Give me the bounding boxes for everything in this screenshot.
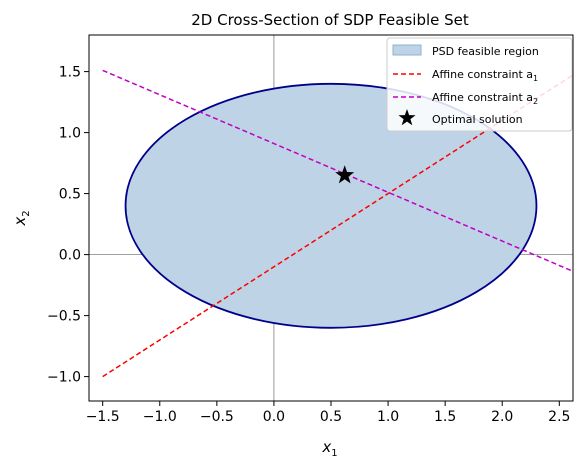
legend-box	[386, 37, 573, 132]
chart-title: 2D Cross-Section of SDP Feasible Set	[191, 11, 469, 29]
x-tick-label: −0.5	[200, 409, 234, 425]
y-tick-label: −1.0	[47, 370, 81, 386]
psd-feasible-region-fill	[125, 83, 537, 328]
x-tick-label: −1.5	[86, 409, 120, 425]
legend-label-optimal: Optimal solution	[432, 113, 523, 126]
x-tick-label: 1.5	[434, 409, 456, 425]
y-tick-label: 0.5	[59, 187, 81, 203]
legend-label-affine-a2: Affine constraint a2	[432, 91, 538, 106]
y-tick-label: 1.0	[59, 126, 81, 142]
y-axis-ticks: −1.0 −0.5 0.0 0.5 1.0 1.5	[47, 65, 89, 386]
x-tick-label: 1.0	[377, 409, 399, 425]
psd-feasible-region-boundary	[124, 82, 538, 329]
y-tick-label: −0.5	[47, 309, 81, 325]
y-tick-label: 1.5	[59, 65, 81, 81]
x-tick-label: 2.5	[548, 409, 570, 425]
x-tick-label: 0.5	[320, 409, 342, 425]
x-tick-label: −1.0	[143, 409, 177, 425]
optimal-solution-marker	[335, 165, 355, 184]
legend-label-feasible-region: PSD feasible region	[432, 45, 539, 58]
y-axis-label: x2	[11, 210, 32, 226]
affine-constraint-line-2	[102, 69, 573, 273]
x-axis-label: x1	[321, 438, 337, 459]
y-tick-label: 0.0	[59, 248, 81, 264]
x-axis-ticks: −1.5 −1.0 −0.5 0.0 0.5 1.0 1.5 2.0 2.5	[86, 401, 570, 425]
x-tick-label: 2.0	[491, 409, 513, 425]
x-tick-label: 0.0	[263, 409, 285, 425]
legend-swatch-feasible-region	[392, 44, 422, 56]
legend-star-icon	[398, 109, 416, 126]
legend-label-affine-a1: Affine constraint a1	[432, 68, 538, 83]
legend: PSD feasible region Affine constraint a1…	[386, 37, 573, 132]
